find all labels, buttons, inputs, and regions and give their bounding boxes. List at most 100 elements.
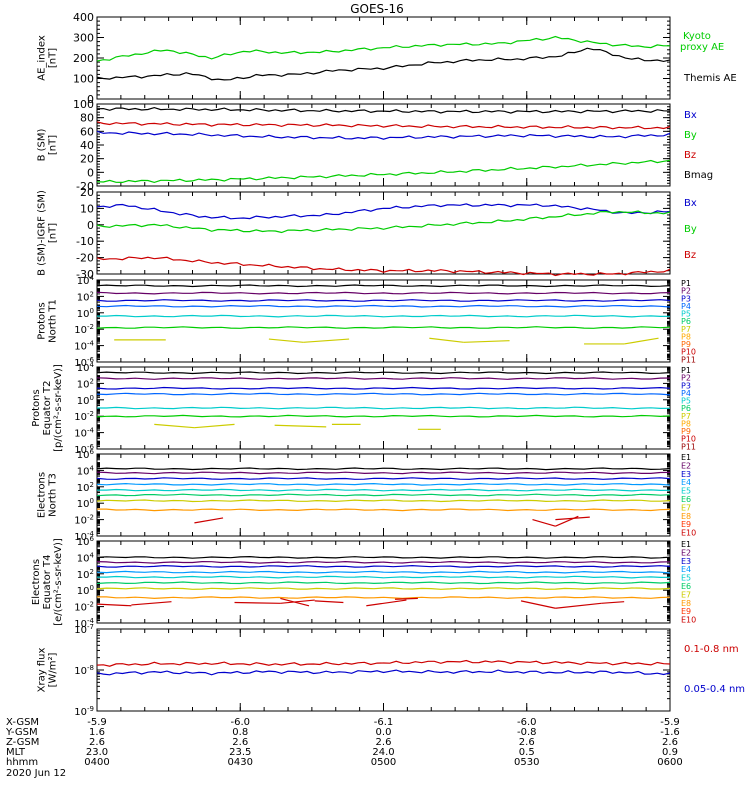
y-axis-label: B (SM)-IGRF (SM) <box>37 190 48 276</box>
time-axis-value: 2.6 <box>232 737 248 748</box>
legend-entry: P2 <box>681 374 691 383</box>
y-tick-label: 10-4 <box>74 427 94 440</box>
y-tick-label: 100 <box>77 497 94 510</box>
y-tick-label: -10 <box>76 235 94 248</box>
y-tick-label: 300 <box>73 32 94 45</box>
series-line <box>97 508 671 512</box>
y-tick-label: 10-2 <box>74 323 94 336</box>
legend-entry: P2 <box>681 287 691 296</box>
legend-entry: P7 <box>681 412 691 421</box>
y-tick-label: 40 <box>80 139 94 152</box>
series-line <box>96 555 671 559</box>
time-axis-row-label: MLT <box>6 747 26 758</box>
series-line <box>96 377 671 380</box>
series-segment <box>601 601 625 604</box>
y-tick-label: 10-4 <box>74 340 94 353</box>
y-axis-label: Equator T2 <box>42 381 53 436</box>
series-line <box>96 47 671 81</box>
y-tick-label: 10-2 <box>74 410 94 423</box>
y-tick-label: 10 <box>80 202 94 215</box>
series-line <box>96 35 670 62</box>
series-segment <box>131 601 172 606</box>
series-line <box>96 587 671 590</box>
y-tick-label: 100 <box>73 98 94 111</box>
time-axis-value: 0.9 <box>662 747 678 758</box>
time-axis-value: -6.0 <box>230 717 250 728</box>
legend-entry: P4 <box>681 389 691 398</box>
series-line <box>96 392 671 396</box>
y-tick-label: 104 <box>77 274 95 287</box>
y-tick-label: 80 <box>80 112 94 125</box>
series-line <box>96 493 671 497</box>
series-segment <box>555 516 590 521</box>
y-tick-label: 10-6 <box>74 356 94 369</box>
y-tick-label: 104 <box>77 361 95 374</box>
y-axis-label: B (SM) <box>37 128 48 161</box>
legend-entry: E2 <box>681 461 691 470</box>
y-axis-label: Electrons <box>37 472 48 518</box>
series-segment <box>194 517 224 524</box>
series-segment <box>532 519 556 527</box>
y-tick-label: 10-6 <box>74 443 94 456</box>
legend-entry: E1 <box>681 453 691 462</box>
series-segment <box>429 337 464 343</box>
series-line <box>96 106 671 114</box>
y-axis-label: Xray flux <box>37 648 48 693</box>
series-line <box>97 406 671 410</box>
legend-entry: P6 <box>681 404 691 413</box>
y-tick-label: 10-8 <box>74 664 94 677</box>
legend-entry: P7 <box>681 325 691 334</box>
series-segment <box>303 338 350 343</box>
y-axis-label: [nT] <box>48 223 59 243</box>
series-line <box>96 256 671 277</box>
y-axis-label: [nT] <box>48 48 59 68</box>
y-tick-label: -20 <box>76 180 94 193</box>
series-line <box>96 581 671 585</box>
legend-entry: P9 <box>681 340 691 349</box>
panel-frame <box>96 16 671 100</box>
legend-entry: E4 <box>681 478 691 487</box>
time-axis-value: 0.5 <box>519 747 535 758</box>
chart-title: GOES-16 <box>350 2 404 16</box>
series-segment <box>280 599 315 604</box>
y-tick-label: 0 <box>87 93 94 106</box>
y-tick-label: -30 <box>76 268 94 281</box>
legend-entry: Kyoto <box>683 31 711 42</box>
series-line <box>96 482 671 486</box>
series-segment <box>555 602 602 609</box>
y-axis-label: [nT] <box>48 135 59 155</box>
time-axis-value: 2.6 <box>519 737 535 748</box>
series-segment <box>366 599 407 607</box>
y-tick-label: 102 <box>77 568 94 581</box>
y-axis-label: [W/m²] <box>48 652 59 687</box>
series-line <box>96 291 671 295</box>
y-tick-label: 0 <box>87 219 94 232</box>
legend-entry: E5 <box>681 574 691 583</box>
y-tick-label: 106 <box>77 535 95 548</box>
legend-entry: E3 <box>681 470 691 479</box>
panel-e-equator: 106 104 102 100 10-2 10-4 Electrons Equator T4[… <box>31 535 696 630</box>
time-axis-value: 1.6 <box>89 727 105 738</box>
y-tick-label: 100 <box>77 394 94 407</box>
legend-entry: P8 <box>681 332 691 341</box>
time-axis-table: X-GSM -5.9 -6.0 -6.1 -6.0 -5.9 Y-GSM 1.6 0.8 0.0 -… <box>5 717 683 768</box>
panel-xray: 10-7 10-8 10-9 Xray flux [W/m²] 0.1-0.8 nm 0.0… <box>37 623 746 718</box>
legend-entry: P5 <box>681 397 691 406</box>
time-axis-row-label: hhmm <box>6 757 38 768</box>
legend-entry: P10 <box>681 435 696 444</box>
legend-entry: E5 <box>681 487 691 496</box>
series-segment <box>394 597 418 600</box>
time-axis-value: 0400 <box>84 757 109 768</box>
legend-entry: E6 <box>681 495 691 504</box>
time-axis-value: 2.6 <box>89 737 105 748</box>
series-line <box>97 314 671 318</box>
y-tick-label: 10-9 <box>74 705 94 718</box>
time-axis-value: 23.5 <box>229 747 251 758</box>
series-line <box>96 570 671 574</box>
series-segment <box>268 338 304 343</box>
legend-entry: P11 <box>681 442 696 451</box>
legend-entry: P8 <box>681 419 691 428</box>
